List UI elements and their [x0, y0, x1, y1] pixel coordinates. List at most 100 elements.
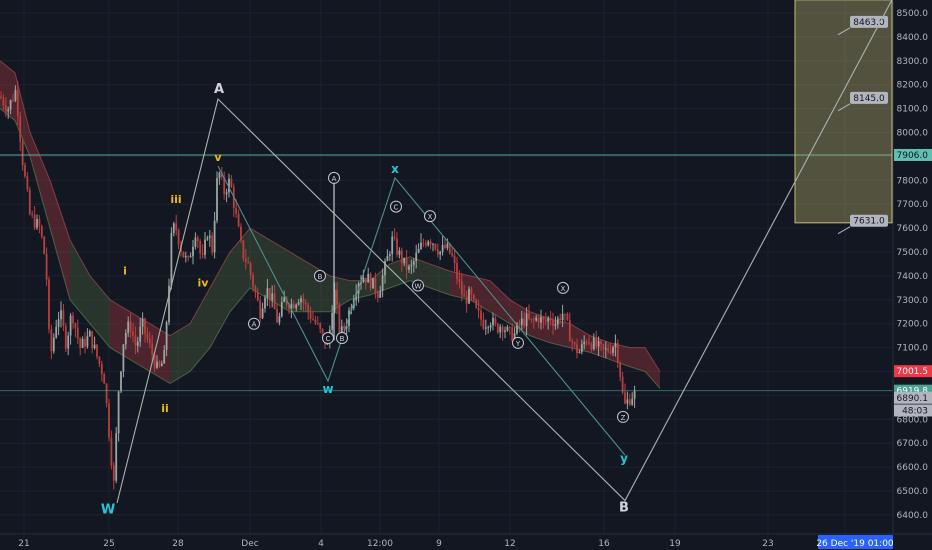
time-tick: 28: [172, 539, 184, 549]
price-tick: 8300.0: [897, 57, 929, 67]
cloud-segment: [50, 180, 70, 300]
candle-body: [38, 219, 41, 226]
circle-label: Z: [621, 414, 626, 422]
candle-body: [463, 294, 466, 297]
candle-body: [76, 327, 79, 339]
candle-body: [364, 277, 367, 283]
candle-body: [105, 383, 108, 404]
candle-body: [266, 288, 269, 298]
target-label-pointer: [837, 103, 851, 112]
candle-body: [136, 341, 139, 346]
circle-label-ring: [557, 281, 569, 294]
candle-body: [40, 225, 43, 237]
candle-body: [168, 285, 170, 323]
wave-label: B: [619, 500, 629, 515]
candle-body: [300, 298, 302, 303]
candle-body: [501, 326, 504, 332]
candle-body: [290, 303, 293, 310]
candle-body: [283, 297, 286, 303]
candle-body: [506, 326, 509, 331]
candle-body: [160, 363, 163, 367]
candle-body: [81, 338, 84, 348]
candle-body: [256, 292, 259, 301]
candle-body: [170, 233, 173, 286]
candle-body: [213, 220, 216, 253]
candle-body: [93, 344, 96, 349]
candle-body: [16, 90, 19, 117]
circle-label: C: [326, 335, 331, 343]
candle-body: [556, 318, 559, 325]
price-tag: 7001.5: [897, 367, 929, 377]
horizontal-levels: [0, 154, 893, 392]
candle-body: [132, 331, 134, 336]
price-axis[interactable]: 8500.08400.08300.08200.08100.08000.07900…: [892, 0, 932, 550]
circle-label-ring: [248, 317, 260, 330]
candle-body: [511, 327, 514, 342]
candle-body: [604, 348, 607, 350]
price-tick: 8200.0: [897, 81, 929, 91]
candle-body: [259, 300, 262, 319]
candle-body: [559, 318, 562, 321]
time-tick: Dec: [241, 539, 258, 549]
candle-body: [583, 341, 586, 345]
candle-body: [417, 248, 420, 253]
price-tick: 7800.0: [897, 176, 929, 186]
candle-body: [513, 333, 516, 342]
candle-body: [537, 317, 540, 323]
candle-body: [247, 261, 250, 264]
candle-body: [309, 312, 312, 320]
candle-body: [96, 344, 98, 357]
candle-body: [420, 242, 422, 249]
candle-body: [410, 264, 413, 267]
candle-body: [244, 258, 247, 262]
candle-body: [393, 236, 396, 239]
candle-body: [103, 374, 106, 384]
candle-body: [535, 317, 538, 321]
candle-body: [408, 266, 410, 270]
candle-body: [360, 282, 362, 284]
cloud-segment: [470, 275, 490, 312]
candle-body: [616, 343, 619, 363]
candle-body: [271, 293, 274, 301]
candle-body: [208, 235, 211, 238]
time-tick: 25: [103, 539, 114, 549]
candle-body: [242, 240, 245, 259]
candle-body: [576, 344, 578, 354]
candle-body: [52, 337, 55, 352]
candle-body: [304, 302, 307, 305]
candle-body: [74, 323, 77, 328]
cloud-segment: [450, 271, 470, 300]
cloud-segment: [630, 347, 645, 372]
candle-body: [624, 392, 626, 404]
candle-body: [381, 275, 384, 291]
candle-body: [204, 239, 206, 255]
candle-body: [331, 312, 334, 330]
cloud-segment: [430, 263, 450, 296]
candle-body: [453, 255, 456, 263]
candle-body: [628, 399, 631, 405]
candle-body: [254, 286, 257, 293]
candle-body: [240, 226, 242, 241]
candle-body: [79, 338, 82, 348]
candle-body: [448, 243, 451, 254]
candle-body: [578, 352, 581, 354]
candle-body: [50, 329, 53, 352]
candle-body: [446, 243, 449, 248]
time-tick: 9: [436, 539, 442, 549]
price-tick: 6800.0: [897, 415, 929, 425]
price-tick: 7200.0: [897, 320, 929, 330]
candle-body: [230, 178, 233, 188]
cloud-segment: [210, 252, 230, 348]
candle-body: [499, 326, 502, 333]
price-tick: 7600.0: [897, 224, 929, 234]
candle-body: [612, 347, 614, 353]
candle-body: [631, 398, 634, 405]
candle-body: [396, 238, 398, 255]
cloud-segment: [530, 311, 550, 343]
candle-body: [504, 330, 506, 332]
candle-body: [182, 251, 185, 258]
candle-body: [199, 241, 202, 254]
candle-body: [470, 288, 473, 295]
